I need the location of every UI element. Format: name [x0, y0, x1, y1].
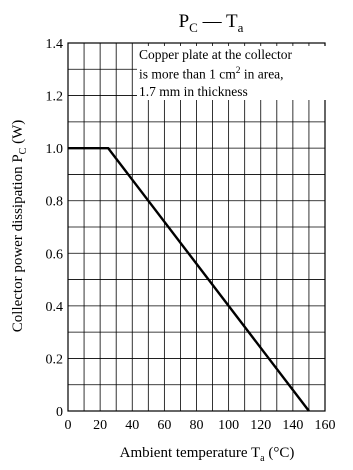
series: [68, 146, 310, 412]
x-axis-label: Ambient temperature Ta (°C): [120, 445, 295, 464]
grid: [68, 43, 325, 411]
derating-curve: [68, 146, 310, 412]
y-tick-label: 0.2: [46, 352, 64, 367]
y-tick-label: 1.4: [46, 37, 64, 52]
tick-labels: 0 20 40 60 80 100 120 140 160 0 0.2 0.4 0.6 0.8 1.0 1.2…: [46, 37, 336, 433]
annotation-line-1: Copper plate at the collector: [139, 47, 292, 62]
x-tick-label: 100: [218, 418, 239, 433]
x-tick-label: 60: [157, 418, 171, 433]
x-tick-label: 80: [190, 418, 204, 433]
x-tick-label: 0: [65, 418, 72, 433]
y-axis-label: Collector power dissipation PC (W): [10, 120, 29, 332]
x-tick-label: 140: [282, 418, 303, 433]
x-tick-label: 20: [93, 418, 107, 433]
y-tick-label: 0.4: [46, 300, 64, 315]
y-tick-label: 1.2: [46, 90, 64, 105]
y-tick-label: 0.6: [46, 247, 64, 262]
x-tick-label: 120: [250, 418, 271, 433]
y-tick-label: 0.8: [46, 195, 64, 210]
x-tick-label: 40: [125, 418, 139, 433]
annotation-line-3: 1.7 mm in thickness: [139, 83, 248, 99]
annotation-box: Copper plate at the collector is more th…: [137, 46, 346, 100]
y-tick-label: 0: [56, 405, 63, 420]
annotation-line-2: is more than 1 cm2 in area,: [139, 66, 284, 82]
chart-title: PC — Ta: [179, 11, 244, 35]
y-tick-label: 1.0: [46, 142, 64, 157]
plot-frame: [67, 42, 326, 412]
x-tick-label: 160: [315, 418, 336, 433]
